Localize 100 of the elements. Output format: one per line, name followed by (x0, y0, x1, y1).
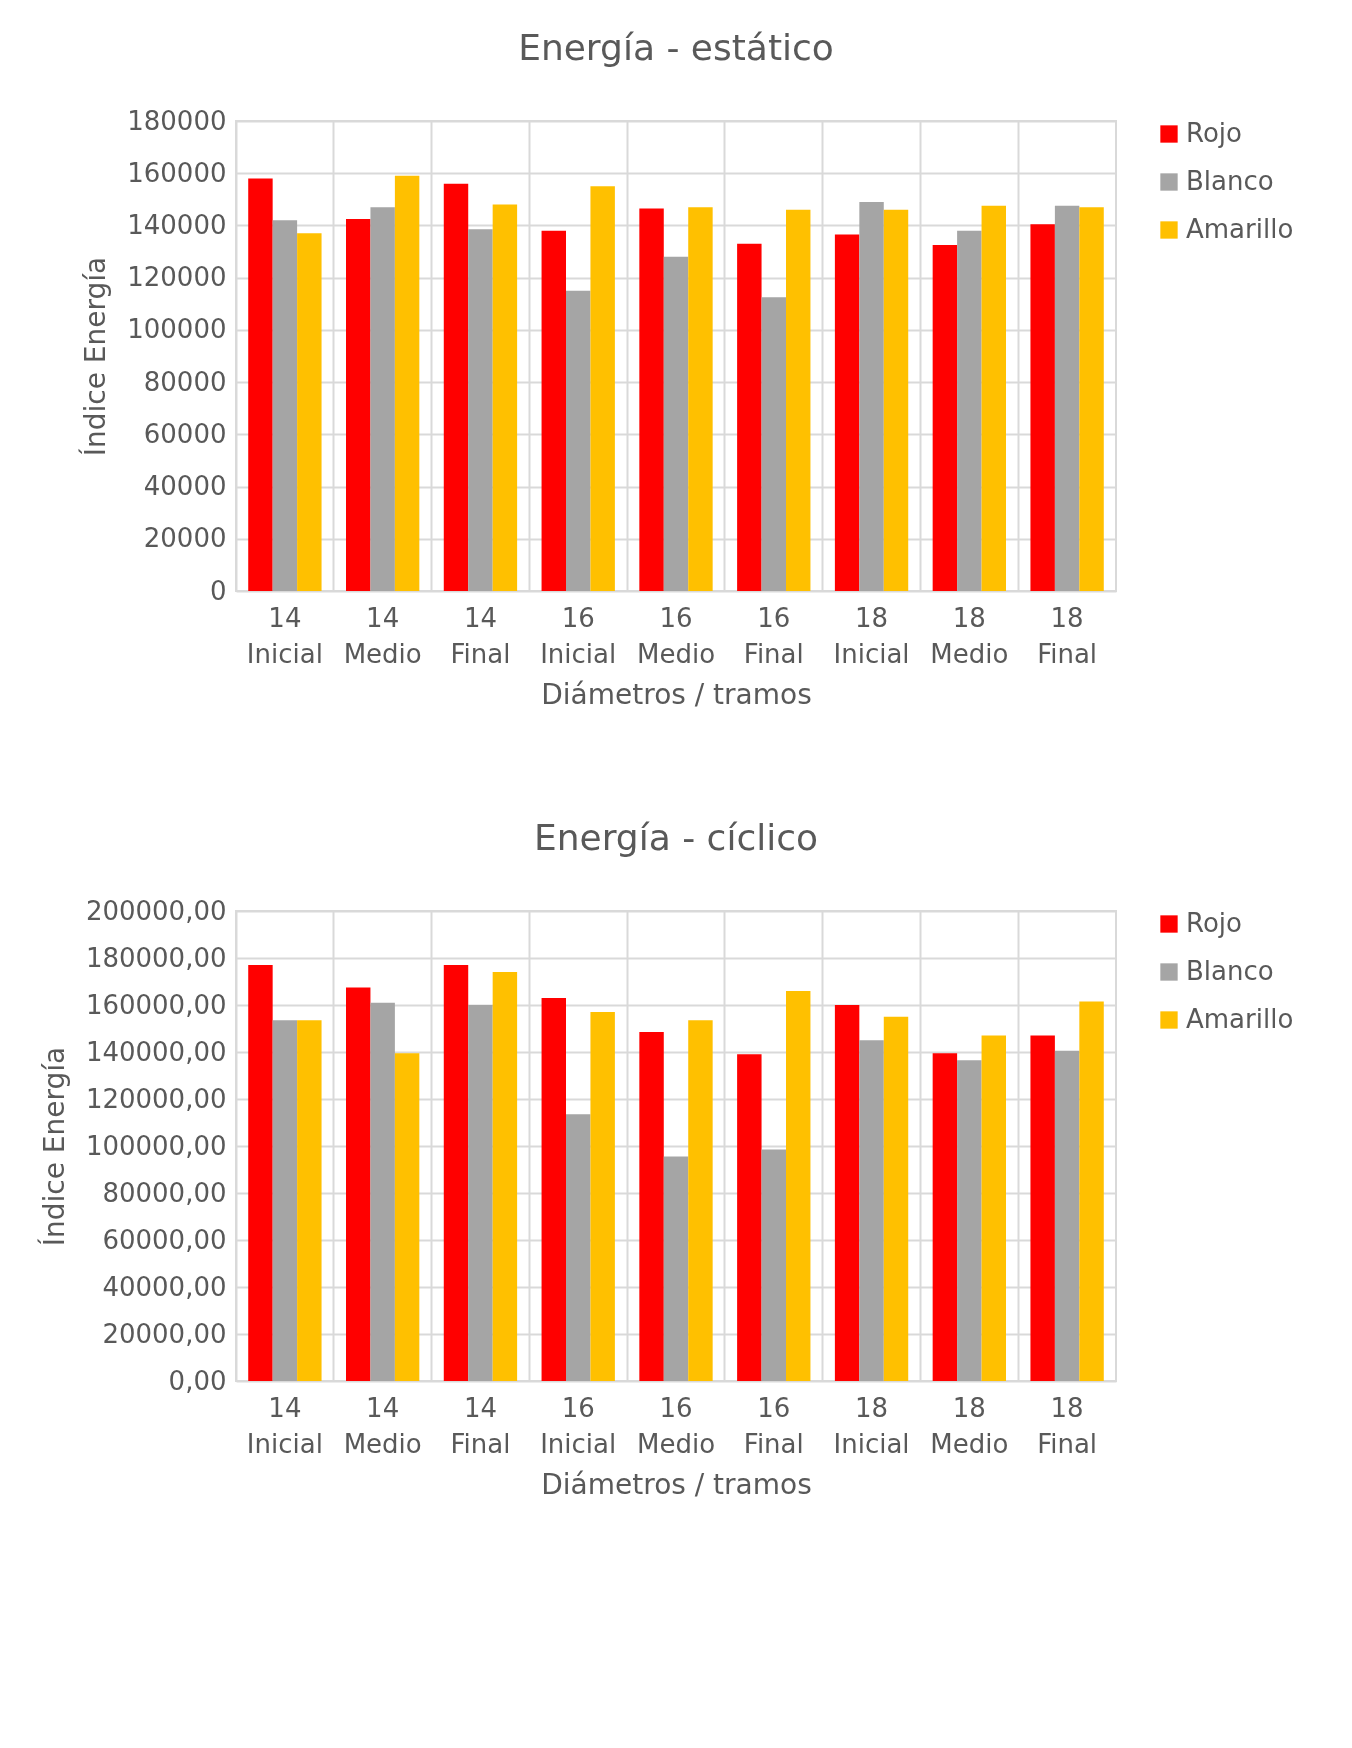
bar (957, 1060, 982, 1381)
y-tick-label: 100000,00 (85, 1130, 227, 1161)
chart-title: Energía - cíclico (533, 817, 819, 858)
y-tick-label: 160000 (127, 157, 227, 188)
bar (248, 178, 273, 591)
x-tick-label: 18 Medio (930, 602, 1009, 669)
bar (272, 1020, 298, 1381)
bar (761, 297, 786, 591)
y-tick-label: 180000 (127, 105, 227, 136)
y-tick-label: 0,00 (168, 1365, 227, 1396)
bar (394, 175, 420, 591)
bar (932, 1053, 958, 1381)
x-tick-label: 14 Medio (343, 1392, 422, 1459)
y-tick-label: 80000,00 (102, 1177, 227, 1208)
y-tick-label: 20000 (143, 523, 227, 554)
bar (883, 209, 909, 591)
bar (859, 201, 884, 591)
bar (443, 183, 469, 591)
bar (1054, 205, 1080, 591)
y-tick-label: 120000 (127, 262, 227, 293)
x-tick-label: 14 Inicial (246, 602, 323, 669)
bar (346, 218, 371, 591)
bar (761, 1149, 786, 1381)
x-tick-label: 14 Final (450, 602, 511, 669)
x-tick-label: 18 Final (1037, 602, 1098, 669)
bar (541, 997, 566, 1381)
y-tick-label: 120000,00 (85, 1083, 227, 1114)
bar (932, 245, 958, 591)
x-tick-label: 18 Inicial (833, 602, 910, 669)
legend-label: Blanco (1186, 166, 1274, 196)
legend-label: Amarillo (1186, 214, 1294, 244)
bar (566, 1114, 591, 1381)
y-tick-label: 40000,00 (102, 1271, 227, 1302)
bar (370, 1002, 395, 1381)
y-tick-label: 0 (209, 575, 227, 606)
bar (297, 1020, 322, 1381)
x-tick-label: 16 Final (743, 1392, 804, 1459)
bar (297, 233, 322, 591)
bar (1030, 224, 1055, 591)
y-tick-label: 200000,00 (85, 895, 227, 926)
y-axis-title: Índice Energía (78, 256, 113, 457)
bar (663, 256, 689, 591)
y-tick-label: 180000,00 (85, 942, 227, 973)
legend-label: Amarillo (1186, 1004, 1294, 1034)
x-tick-label: 16 Medio (636, 1392, 716, 1459)
bar (248, 965, 273, 1381)
y-tick-label: 100000 (127, 314, 227, 345)
legend-label: Rojo (1186, 118, 1242, 148)
bar (883, 1016, 909, 1381)
bar (346, 987, 371, 1381)
legend-label: Rojo (1186, 908, 1242, 938)
bar (737, 1054, 762, 1381)
bar (859, 1040, 884, 1381)
bar (492, 972, 518, 1381)
bar (370, 207, 395, 591)
bar (492, 204, 518, 591)
y-tick-label: 160000,00 (85, 989, 227, 1020)
y-tick-label: 80000 (143, 366, 227, 397)
x-tick-label: 14 Final (450, 1392, 511, 1459)
bar (468, 1005, 493, 1381)
y-tick-label: 40000 (143, 471, 227, 502)
bar (590, 1012, 615, 1381)
bar (590, 186, 615, 591)
bar (1054, 1050, 1080, 1381)
y-axis-title: Índice Energía (36, 1046, 71, 1247)
bar (786, 990, 811, 1381)
y-tick-label: 60000,00 (102, 1224, 227, 1255)
x-axis-title: Diámetros / tramos (541, 1467, 812, 1501)
legend-label: Blanco (1186, 956, 1274, 986)
bar (468, 229, 493, 591)
bar (834, 1005, 860, 1381)
bar (981, 1035, 1006, 1381)
chart-title: Energía - estático (518, 27, 834, 68)
x-tick-label: 14 Inicial (246, 1392, 323, 1459)
bar (957, 230, 982, 591)
bar (834, 234, 860, 591)
bar (541, 230, 566, 591)
x-tick-label: 16 Inicial (540, 602, 617, 669)
x-tick-label: 18 Final (1037, 1392, 1098, 1459)
y-tick-label: 140000,00 (85, 1036, 227, 1067)
x-tick-label: 16 Inicial (540, 1392, 617, 1459)
y-tick-label: 60000 (143, 418, 227, 449)
x-axis-title: Diámetros / tramos (541, 677, 812, 711)
bar (443, 965, 469, 1381)
x-tick-label: 18 Inicial (833, 1392, 910, 1459)
bar (1030, 1035, 1055, 1381)
bar (663, 1156, 689, 1381)
bar (688, 1020, 713, 1381)
bar (1079, 1001, 1104, 1381)
x-tick-label: 14 Medio (343, 602, 422, 669)
bar (639, 208, 664, 591)
bar (688, 207, 713, 591)
x-tick-label: 16 Final (743, 602, 804, 669)
bar (737, 243, 762, 591)
y-tick-label: 140000 (127, 209, 227, 240)
bar (1079, 207, 1104, 591)
x-tick-label: 16 Medio (636, 602, 716, 669)
bar (786, 209, 811, 591)
y-tick-label: 20000,00 (102, 1318, 227, 1349)
bar (981, 205, 1006, 591)
